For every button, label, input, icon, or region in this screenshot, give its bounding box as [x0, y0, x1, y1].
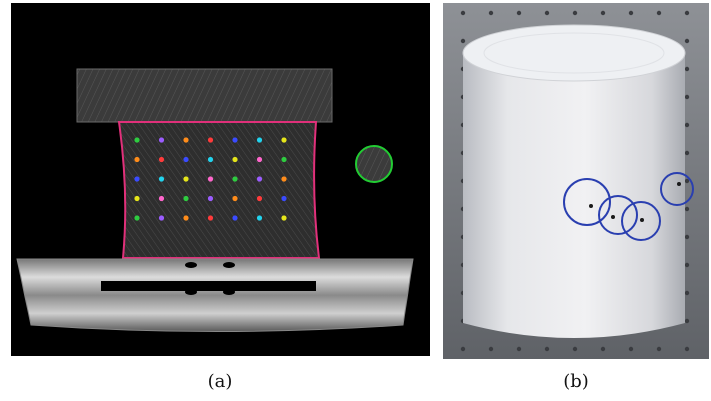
- marker-dot: [134, 215, 140, 221]
- marker-dot: [183, 137, 189, 143]
- reference-circle: [355, 145, 393, 183]
- marker-dot: [232, 176, 238, 182]
- marker-dot: [183, 156, 189, 163]
- marker-dot: [232, 215, 238, 221]
- marker-dot: [207, 195, 214, 202]
- mounting-hole: [544, 346, 550, 352]
- marker-dot: [232, 156, 238, 163]
- marker-dot: [256, 137, 263, 143]
- mounting-hole: [488, 346, 494, 352]
- marker-dot: [207, 137, 214, 143]
- mounting-hole: [684, 318, 690, 324]
- marker-dot: [256, 195, 263, 202]
- ct-slice-graphic: [16, 68, 414, 332]
- mounting-hole: [600, 346, 606, 352]
- marker-dot: [134, 137, 140, 143]
- marker-dot: [158, 215, 165, 221]
- phantom-cylinder: [463, 53, 685, 338]
- mounting-hole: [656, 10, 662, 16]
- marker-dot: [256, 156, 263, 163]
- marker-dot: [256, 215, 263, 221]
- marker-dot: [158, 195, 165, 202]
- mounting-hole: [684, 94, 690, 100]
- mounting-hole: [684, 262, 690, 268]
- marker-dot: [232, 137, 238, 143]
- marker-dot: [207, 215, 214, 221]
- phantom-photo: [443, 3, 709, 359]
- marker-dot: [134, 176, 140, 182]
- table-couch: [16, 258, 414, 332]
- marker-dot: [134, 156, 140, 163]
- mounting-hole: [684, 178, 690, 184]
- mounting-hole: [516, 346, 522, 352]
- marker-dot: [256, 176, 263, 182]
- caption-a: (a): [207, 371, 233, 392]
- marker-dot: [183, 215, 189, 221]
- phantom-photo-graphic: [443, 3, 709, 359]
- marker-dots: [589, 182, 681, 222]
- mounting-hole: [684, 38, 690, 44]
- support-peg: [223, 289, 235, 295]
- marker-dot: [281, 215, 287, 221]
- mounting-hole: [460, 346, 466, 352]
- marker-dot: [281, 195, 287, 202]
- marker-grid: [134, 137, 287, 221]
- marker-dot: [207, 156, 214, 163]
- mounting-hole: [572, 346, 578, 352]
- marker-dot: [281, 137, 287, 143]
- mounting-hole: [628, 346, 634, 352]
- caption-b: (b): [563, 371, 589, 392]
- mounting-hole: [684, 66, 690, 72]
- mounting-hole: [516, 10, 522, 16]
- marker-dot: [158, 156, 165, 163]
- mounting-hole: [544, 10, 550, 16]
- marker-dot: [158, 137, 165, 143]
- mounting-hole: [684, 206, 690, 212]
- top-block: [76, 68, 333, 123]
- mounting-hole: [460, 10, 466, 16]
- marker-dot: [281, 176, 287, 182]
- mounting-hole: [572, 10, 578, 16]
- marker-dot: [183, 176, 189, 182]
- marker-dot: [207, 176, 214, 182]
- mounting-hole: [684, 290, 690, 296]
- ct-slice-image: [11, 3, 430, 356]
- mounting-hole: [684, 150, 690, 156]
- mounting-hole: [656, 346, 662, 352]
- marker-dot: [158, 176, 165, 182]
- phantom-outline: [117, 121, 321, 259]
- support-peg: [185, 262, 197, 268]
- support-peg: [185, 289, 197, 295]
- marker-dot: [134, 195, 140, 202]
- table-slot: [101, 281, 316, 291]
- marker-dot: [183, 195, 189, 202]
- mounting-hole: [600, 10, 606, 16]
- mounting-hole: [684, 10, 690, 16]
- mounting-hole: [628, 10, 634, 16]
- mounting-hole: [488, 10, 494, 16]
- mounting-hole: [684, 122, 690, 128]
- mounting-hole: [460, 38, 466, 44]
- mounting-hole: [684, 346, 690, 352]
- mounting-hole: [684, 234, 690, 240]
- marker-dot: [232, 195, 238, 202]
- support-peg: [223, 262, 235, 268]
- marker-dot: [281, 156, 287, 163]
- marker-stamps: [563, 172, 694, 241]
- phantom-top: [462, 24, 686, 82]
